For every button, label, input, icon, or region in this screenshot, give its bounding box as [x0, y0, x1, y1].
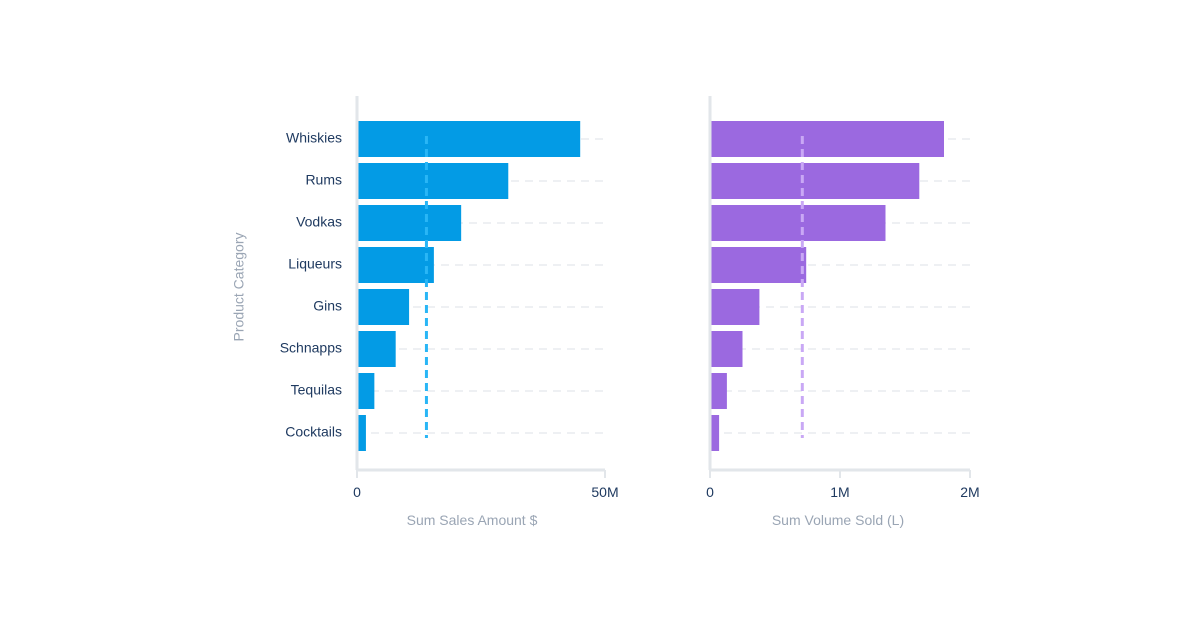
bar-volume-rums — [710, 163, 920, 199]
x-axis-title-volume: Sum Volume Sold (L) — [772, 512, 904, 528]
category-label-whiskies: Whiskies — [286, 130, 342, 146]
x-tick-label-sales-0: 0 — [353, 484, 361, 500]
bar-volume-vodkas — [710, 205, 886, 241]
x-tick-label-volume-2: 2M — [960, 484, 979, 500]
category-label-liqueurs: Liqueurs — [288, 256, 342, 272]
category-label-vodkas: Vodkas — [296, 214, 342, 230]
bar-sales-gins — [357, 289, 410, 325]
bar-volume-cocktails — [710, 415, 720, 451]
category-labels: Whiskies Rums Vodkas Liqueurs Gins Schnapps Te… — [280, 130, 342, 440]
tick-labels: 0 50M 0 1M 2M — [353, 484, 980, 500]
bar-volume-schnapps — [710, 331, 743, 367]
bar-volume-tequilas — [710, 373, 727, 409]
category-label-gins: Gins — [313, 298, 342, 314]
bar-volume-liqueurs — [710, 247, 807, 283]
x-axis-title-sales: Sum Sales Amount $ — [407, 512, 538, 528]
bar-volume-whiskies — [710, 121, 944, 157]
category-label-schnapps: Schnapps — [280, 340, 342, 356]
bar-sales-rums — [357, 163, 509, 199]
x-tick-label-volume-0: 0 — [706, 484, 714, 500]
y-axis-title: Product Category — [231, 233, 247, 342]
bars — [357, 121, 944, 451]
bar-sales-whiskies — [357, 121, 581, 157]
x-tick-label-volume-1: 1M — [830, 484, 849, 500]
bar-sales-vodkas — [357, 205, 462, 241]
x-tick-label-sales-1: 50M — [591, 484, 618, 500]
bar-sales-liqueurs — [357, 247, 434, 283]
reference-lines — [424, 136, 804, 438]
bar-sales-schnapps — [357, 331, 396, 367]
bar-sales-cocktails — [357, 415, 366, 451]
bar-volume-gins — [710, 289, 760, 325]
category-label-tequilas: Tequilas — [291, 382, 342, 398]
axes — [355, 96, 971, 478]
bar-sales-tequilas — [357, 373, 375, 409]
category-label-rums: Rums — [305, 172, 342, 188]
category-label-cocktails: Cocktails — [285, 424, 342, 440]
